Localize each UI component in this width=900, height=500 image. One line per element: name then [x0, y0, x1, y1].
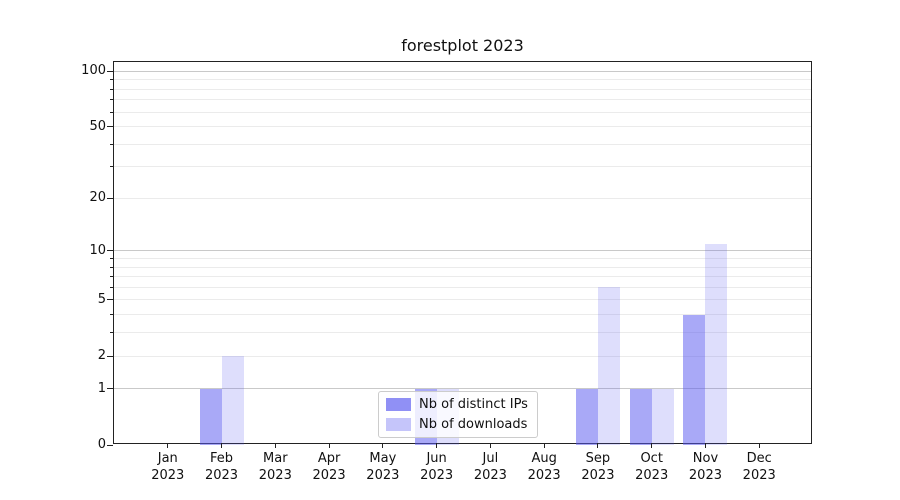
legend-swatch-downloads-icon: [386, 418, 411, 431]
x-tick-may: [382, 443, 384, 448]
x-tick-dec: [758, 443, 760, 448]
y-minor-tick-30: [110, 166, 113, 168]
legend-entry-downloads: Nb of downloads: [386, 417, 528, 432]
y-tick-label-2: 2: [97, 348, 106, 363]
bar-distinct-ips-nov: [683, 314, 706, 445]
plot-area: Nb of distinct IPs Nb of downloads 0 1 2 5 1…: [81, 61, 812, 483]
bar-downloads-oct: [651, 388, 674, 445]
y-tick-label-50: 50: [89, 118, 106, 134]
legend: Nb of distinct IPs Nb of downloads: [378, 391, 538, 438]
bar-distinct-ips-sep: [575, 388, 598, 445]
x-tick-label-jun: Jun 2023: [420, 451, 454, 483]
y-tick-label-10: 10: [89, 242, 106, 258]
gridline-y-100: [114, 70, 811, 72]
gridline-y-20: [114, 197, 811, 199]
bar-downloads-feb: [221, 356, 244, 445]
x-tick-label-nov: Nov 2023: [688, 451, 722, 483]
gridline-y-1: [114, 388, 811, 390]
y-tick-label-1: 1: [97, 380, 106, 396]
y-tick-0: [107, 444, 113, 446]
y-minor-tick-80: [110, 88, 113, 90]
y-minor-tick-60: [110, 111, 113, 113]
y-minor-tick-7: [110, 276, 113, 278]
gridline-y-90: [114, 79, 811, 81]
y-tick-20: [107, 197, 113, 199]
y-tick-label-5: 5: [97, 291, 106, 307]
x-tick-mar: [274, 443, 276, 448]
gridline-y-50: [114, 126, 811, 128]
x-tick-jun: [436, 443, 438, 448]
gridline-y-10: [114, 250, 811, 252]
gridline-y-70: [114, 99, 811, 101]
x-tick-label-jan: Jan 2023: [151, 451, 185, 483]
y-tick-label-0: 0: [97, 437, 106, 452]
x-tick-sep: [597, 443, 599, 448]
y-minor-tick-40: [110, 143, 113, 145]
gridline-y-60: [114, 111, 811, 113]
y-tick-100: [107, 70, 113, 72]
x-tick-label-apr: Apr 2023: [312, 451, 346, 483]
gridline-y-2: [114, 355, 811, 357]
bar-distinct-ips-feb: [199, 388, 222, 445]
y-tick-2: [107, 355, 113, 357]
legend-swatch-distinct-ips-icon: [386, 398, 411, 411]
x-tick-aug: [543, 443, 545, 448]
gridline-y-3: [114, 332, 811, 334]
bar-downloads-nov: [705, 243, 728, 445]
y-tick-label-100: 100: [81, 63, 106, 79]
x-tick-label-oct: Oct 2023: [635, 451, 669, 483]
gridline-y-7: [114, 276, 811, 278]
x-tick-feb: [221, 443, 223, 448]
bar-downloads-sep: [597, 287, 620, 445]
gridline-y-80: [114, 88, 811, 90]
y-minor-tick-90: [110, 79, 113, 81]
x-tick-label-jul: Jul 2023: [473, 451, 507, 483]
y-tick-5: [107, 299, 113, 301]
x-tick-label-feb: Feb 2023: [204, 451, 239, 483]
x-tick-jan: [167, 443, 169, 448]
legend-label-distinct-ips: Nb of distinct IPs: [419, 397, 528, 412]
x-tick-label-dec: Dec 2023: [742, 451, 776, 483]
gridline-y-40: [114, 143, 811, 145]
y-minor-tick-6: [110, 286, 113, 288]
x-tick-label-may: May 2023: [366, 451, 400, 483]
gridline-y-4: [114, 314, 811, 316]
y-tick-10: [107, 250, 113, 252]
legend-label-downloads: Nb of downloads: [419, 417, 528, 432]
gridline-y-5: [114, 299, 811, 301]
chart-title: forestplot 2023: [401, 36, 524, 55]
x-tick-nov: [704, 443, 706, 448]
bar-distinct-ips-oct: [629, 388, 652, 445]
x-tick-jul: [489, 443, 491, 448]
y-tick-label-20: 20: [89, 190, 106, 206]
x-tick-oct: [651, 443, 653, 448]
x-tick-label-sep: Sep 2023: [581, 451, 615, 483]
y-minor-tick-4: [110, 314, 113, 316]
x-tick-label-aug: Aug 2023: [527, 451, 561, 483]
gridline-y-9: [114, 257, 811, 259]
y-tick-50: [107, 126, 113, 128]
legend-entry-distinct-ips: Nb of distinct IPs: [386, 397, 528, 412]
y-minor-tick-9: [110, 257, 113, 259]
y-tick-1: [107, 388, 113, 390]
y-minor-tick-70: [110, 99, 113, 101]
gridline-y-6: [114, 286, 811, 288]
gridline-y-8: [114, 266, 811, 268]
y-minor-tick-8: [110, 266, 113, 268]
gridline-y-30: [114, 166, 811, 168]
y-minor-tick-3: [110, 332, 113, 334]
x-tick-label-mar: Mar 2023: [258, 451, 292, 483]
x-tick-apr: [328, 443, 330, 448]
